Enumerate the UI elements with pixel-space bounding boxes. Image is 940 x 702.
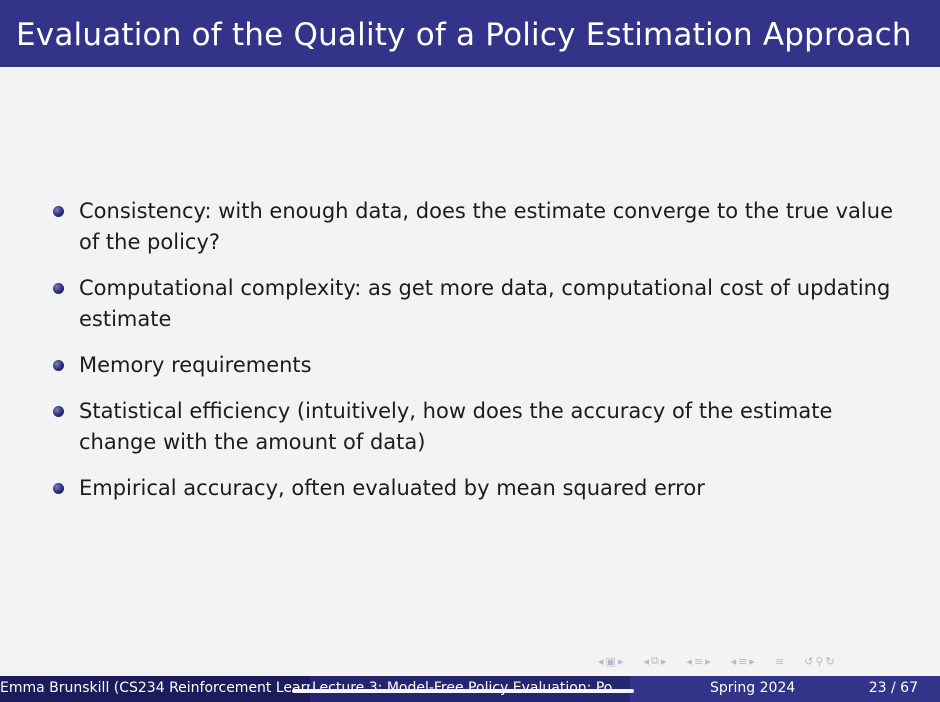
- frame-prev-icon[interactable]: ◂: [598, 654, 604, 668]
- toc-icon[interactable]: ≡: [774, 654, 785, 668]
- slide-next-icon[interactable]: ▸: [749, 654, 755, 668]
- bullet-item: Memory requirements: [52, 350, 912, 381]
- slide-nav: ◂ ≡ ▸: [731, 655, 757, 668]
- bullet-text: Computational complexity: as get more da…: [79, 276, 891, 331]
- forward-icon[interactable]: ↻: [825, 654, 835, 668]
- bullet-text: Consistency: with enough data, does the …: [79, 199, 893, 254]
- bullet-dot-icon: [53, 206, 64, 217]
- frame-nav: ◂ ▣ ▸: [598, 655, 625, 668]
- section-prev-icon[interactable]: ◂: [686, 654, 692, 668]
- bullet-item: Computational complexity: as get more da…: [52, 273, 912, 335]
- frame-icon[interactable]: ▣: [605, 654, 616, 668]
- footer-date: Spring 2024: [710, 680, 796, 696]
- toc-nav: ≡: [775, 655, 786, 668]
- bullet-item: Statistical efficiency (intuitively, how…: [52, 396, 912, 458]
- bullet-dot-icon: [53, 360, 64, 371]
- bullet-text: Memory requirements: [79, 353, 312, 377]
- footer-author: Emma Brunskill (CS234 Reinforcement Lear…: [0, 676, 310, 702]
- subsection-next-icon[interactable]: ▸: [660, 654, 667, 668]
- slide-title: Evaluation of the Quality of a Policy Es…: [16, 17, 912, 53]
- slide-icon[interactable]: ≡: [738, 654, 748, 668]
- section-nav: ◂ ≡ ▸: [686, 655, 712, 668]
- slide-prev-icon[interactable]: ◂: [730, 654, 737, 668]
- section-next-icon[interactable]: ▸: [705, 654, 711, 668]
- bullet-text: Empirical accuracy, often evaluated by m…: [79, 476, 705, 500]
- frame-next-icon[interactable]: ▸: [617, 654, 624, 668]
- page-number: 23 / 67: [868, 680, 918, 696]
- subsection-nav: ◂ ⧉ ▸: [643, 654, 668, 668]
- bullet-item: Consistency: with enough data, does the …: [52, 196, 912, 258]
- bullet-item: Empirical accuracy, often evaluated by m…: [52, 473, 912, 504]
- bullet-text: Statistical efficiency (intuitively, how…: [79, 399, 833, 454]
- subsection-icon[interactable]: ⧉: [651, 654, 659, 667]
- search-icon[interactable]: ⚲: [815, 654, 824, 668]
- beamer-navigation: ◂ ▣ ▸ ◂ ⧉ ▸ ◂ ≡ ▸ ◂ ≡ ▸ ≡ ↺ ⚲ ↻: [598, 652, 855, 670]
- title-bar: Evaluation of the Quality of a Policy Es…: [0, 0, 940, 67]
- footer-right: Spring 2024 23 / 67: [630, 676, 940, 702]
- back-icon[interactable]: ↺: [804, 654, 814, 668]
- bullet-list: Consistency: with enough data, does the …: [52, 196, 912, 519]
- search-nav: ↺ ⚲ ↻: [804, 655, 837, 668]
- bullet-dot-icon: [53, 406, 64, 417]
- subsection-prev-icon[interactable]: ◂: [643, 654, 649, 668]
- bullet-dot-icon: [53, 283, 64, 294]
- bullet-dot-icon: [53, 483, 64, 494]
- video-scrubber[interactable]: [292, 689, 634, 693]
- section-icon[interactable]: ≡: [693, 654, 704, 668]
